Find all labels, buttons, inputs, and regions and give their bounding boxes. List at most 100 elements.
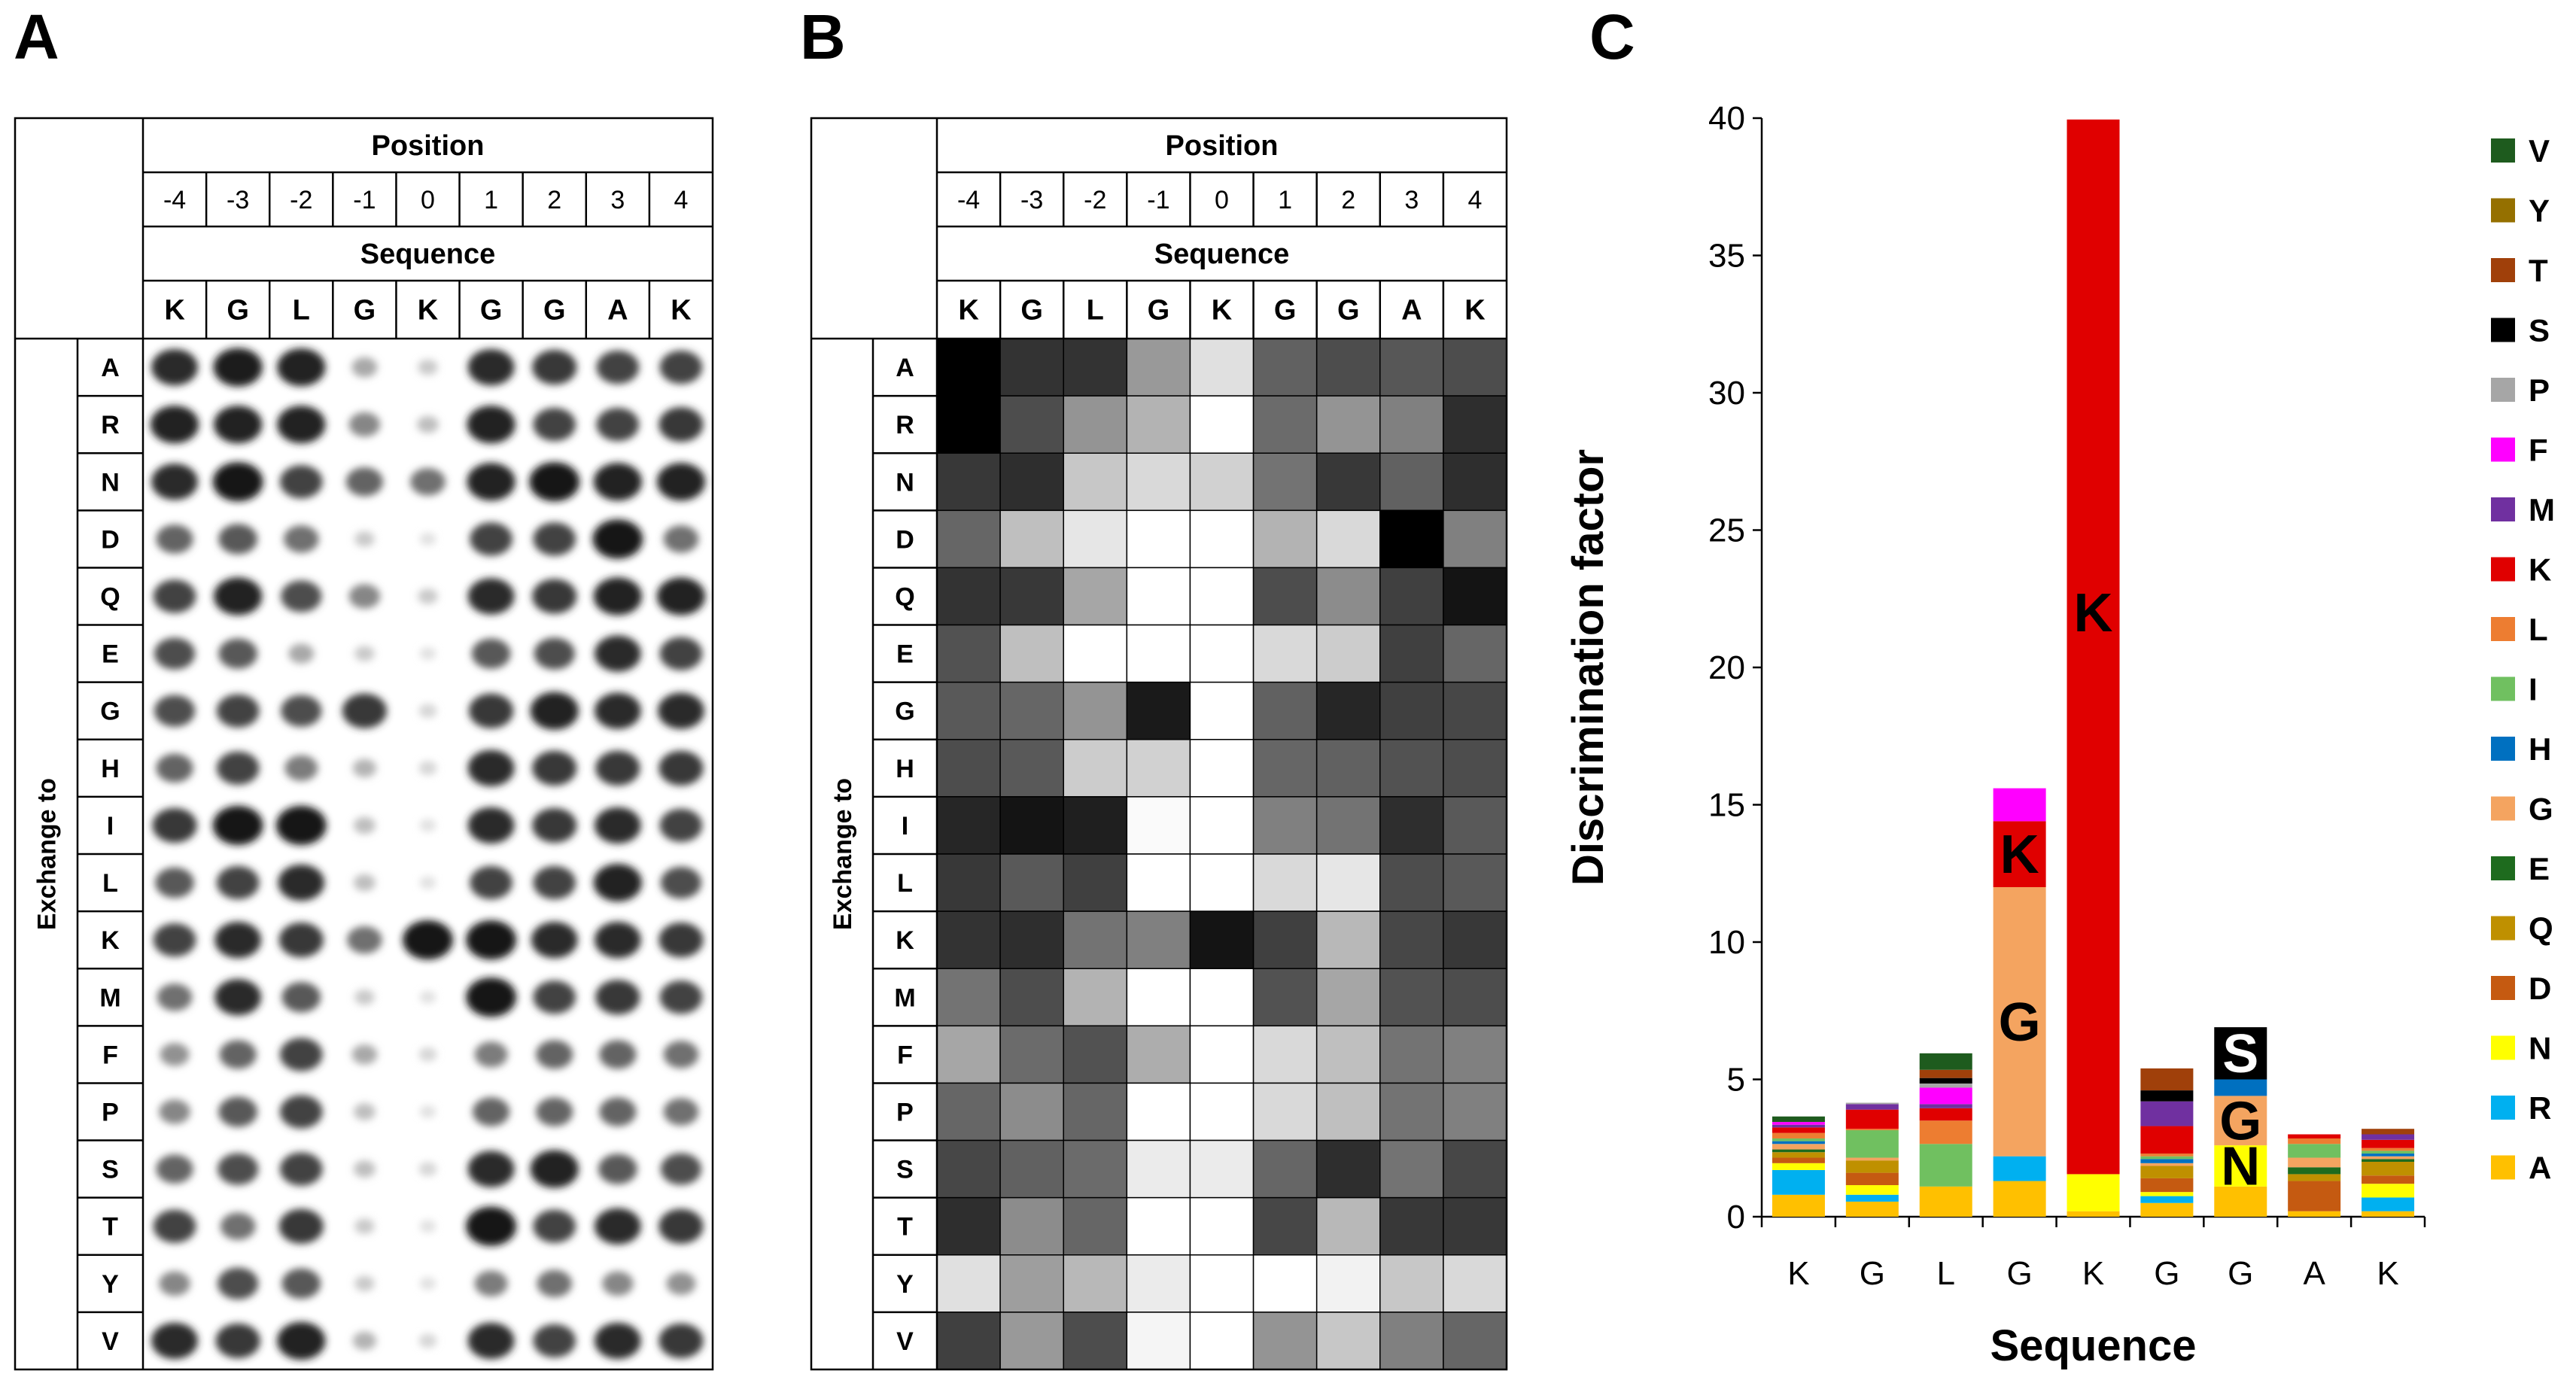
dot-A-3	[277, 348, 326, 387]
b-sequence-label: G	[1274, 295, 1297, 327]
bar-segment-K-4	[1993, 821, 2046, 887]
a-position-label: -4	[163, 186, 186, 214]
cell-V-9	[1443, 1312, 1507, 1370]
dot-T-1	[153, 1209, 196, 1243]
dot-V-5	[418, 1333, 437, 1348]
cell-V-1	[936, 1312, 1001, 1370]
cell-M-6	[1252, 968, 1318, 1027]
dot-K-7	[531, 922, 578, 959]
cell-H-2	[999, 739, 1064, 798]
dot-I-9	[659, 808, 703, 843]
cell-H-1	[936, 739, 1001, 798]
bar-segment-I-6	[2140, 1156, 2194, 1160]
legend-swatch-Q	[2491, 916, 2515, 941]
bar-segment-K-6	[2140, 1126, 2194, 1154]
cell-P-5	[1189, 1082, 1255, 1141]
b-row-label: K	[896, 926, 914, 955]
panel-b-letter: B	[800, 2, 846, 72]
bar-segment-K-9	[2362, 1139, 2415, 1148]
bar-segment-I-1	[1772, 1138, 1825, 1141]
legend-label-E: E	[2529, 851, 2550, 886]
dot-T-7	[533, 1209, 576, 1243]
cell-E-2	[999, 624, 1064, 683]
y-tick-label: 20	[1708, 649, 1745, 686]
cell-F-5	[1189, 1025, 1255, 1084]
cell-H-4	[1126, 739, 1191, 798]
cell-M-7	[1315, 968, 1381, 1027]
cell-S-2	[999, 1139, 1064, 1199]
a-row-label: A	[101, 354, 120, 382]
bar-segment-H-9	[2362, 1154, 2415, 1157]
x-tick-label: K	[2082, 1255, 2104, 1292]
b-row-label: L	[897, 869, 913, 898]
bar-segment-T-3	[1919, 1069, 1972, 1078]
cell-N-5	[1189, 452, 1255, 512]
cell-H-6	[1252, 739, 1318, 798]
cell-F-6	[1252, 1025, 1318, 1084]
cell-K-2	[999, 910, 1064, 969]
dot-V-1	[151, 1322, 198, 1360]
a-row-label: R	[101, 411, 120, 439]
cell-I-5	[1189, 796, 1255, 855]
cell-S-1	[936, 1139, 1001, 1199]
legend-label-Y: Y	[2529, 193, 2550, 229]
dot-Y-2	[217, 1267, 259, 1299]
y-tick-label: 40	[1708, 100, 1745, 137]
dot-E-2	[218, 638, 257, 669]
cell-R-8	[1379, 395, 1444, 454]
b-side-label: Exchange to	[829, 778, 857, 930]
dot-S-2	[217, 1153, 259, 1185]
bar-segment-N-7	[2214, 1145, 2267, 1187]
panel-a-dot-blot: Position Sequence -4 -3 -2 -1 0 1 2 3 4 K G L G K G G A K A R…	[14, 117, 714, 1371]
b-sequence-header: Sequence	[1154, 239, 1290, 270]
dot-K-3	[278, 923, 324, 958]
dot-S-9	[660, 1153, 702, 1185]
bar-segment-L-6	[2140, 1154, 2194, 1157]
bar-segment-G-8	[2288, 1157, 2341, 1168]
bar-segment-A-1	[1772, 1194, 1825, 1217]
dot-F-6	[474, 1041, 508, 1068]
b-sequence-label: G	[1148, 295, 1170, 327]
cell-Y-3	[1063, 1254, 1128, 1313]
cell-N-6	[1252, 452, 1318, 512]
cell-D-7	[1315, 509, 1381, 569]
dot-Q-1	[153, 579, 196, 613]
b-sequence-label: L	[1087, 295, 1104, 327]
cell-E-9	[1443, 624, 1507, 683]
y-tick-label: 25	[1708, 512, 1745, 549]
dot-Y-6	[474, 1270, 508, 1297]
dot-F-8	[599, 1040, 637, 1069]
dot-K-6	[466, 920, 517, 960]
dot-A-1	[151, 348, 198, 386]
legend-label-R: R	[2529, 1090, 2551, 1126]
cell-S-8	[1379, 1139, 1444, 1199]
legend-swatch-H	[2491, 737, 2515, 761]
cell-L-4	[1126, 853, 1191, 912]
dot-P-8	[599, 1097, 637, 1126]
dot-Y-7	[537, 1269, 573, 1298]
dot-R-2	[214, 406, 263, 444]
b-sequence-label: G	[1337, 295, 1360, 327]
cell-A-2	[999, 338, 1064, 397]
a-sequence-label: K	[418, 295, 439, 327]
bar-segment-V-1	[1772, 1116, 1825, 1123]
dot-A-2	[213, 348, 263, 387]
bar-segment-L-1	[1772, 1132, 1825, 1138]
cell-Y-8	[1379, 1254, 1444, 1313]
bar-segment-Q-8	[2288, 1174, 2341, 1181]
segment-label: G	[1999, 992, 2041, 1053]
dot-T-8	[594, 1208, 641, 1245]
cell-H-8	[1379, 739, 1444, 798]
a-position-label: -3	[227, 186, 249, 214]
cell-P-4	[1126, 1082, 1191, 1141]
dot-S-4	[353, 1160, 376, 1178]
bar-segment-Q-6	[2140, 1166, 2194, 1178]
dot-D-2	[218, 524, 257, 555]
dot-Q-5	[418, 588, 438, 604]
bar-segment-K-8	[2288, 1134, 2341, 1138]
bar-segment-I-3	[1919, 1144, 1972, 1187]
dot-Y-3	[281, 1268, 321, 1299]
dot-P-6	[473, 1097, 510, 1126]
cell-R-4	[1126, 395, 1191, 454]
x-tick-label: K	[2377, 1255, 2398, 1292]
